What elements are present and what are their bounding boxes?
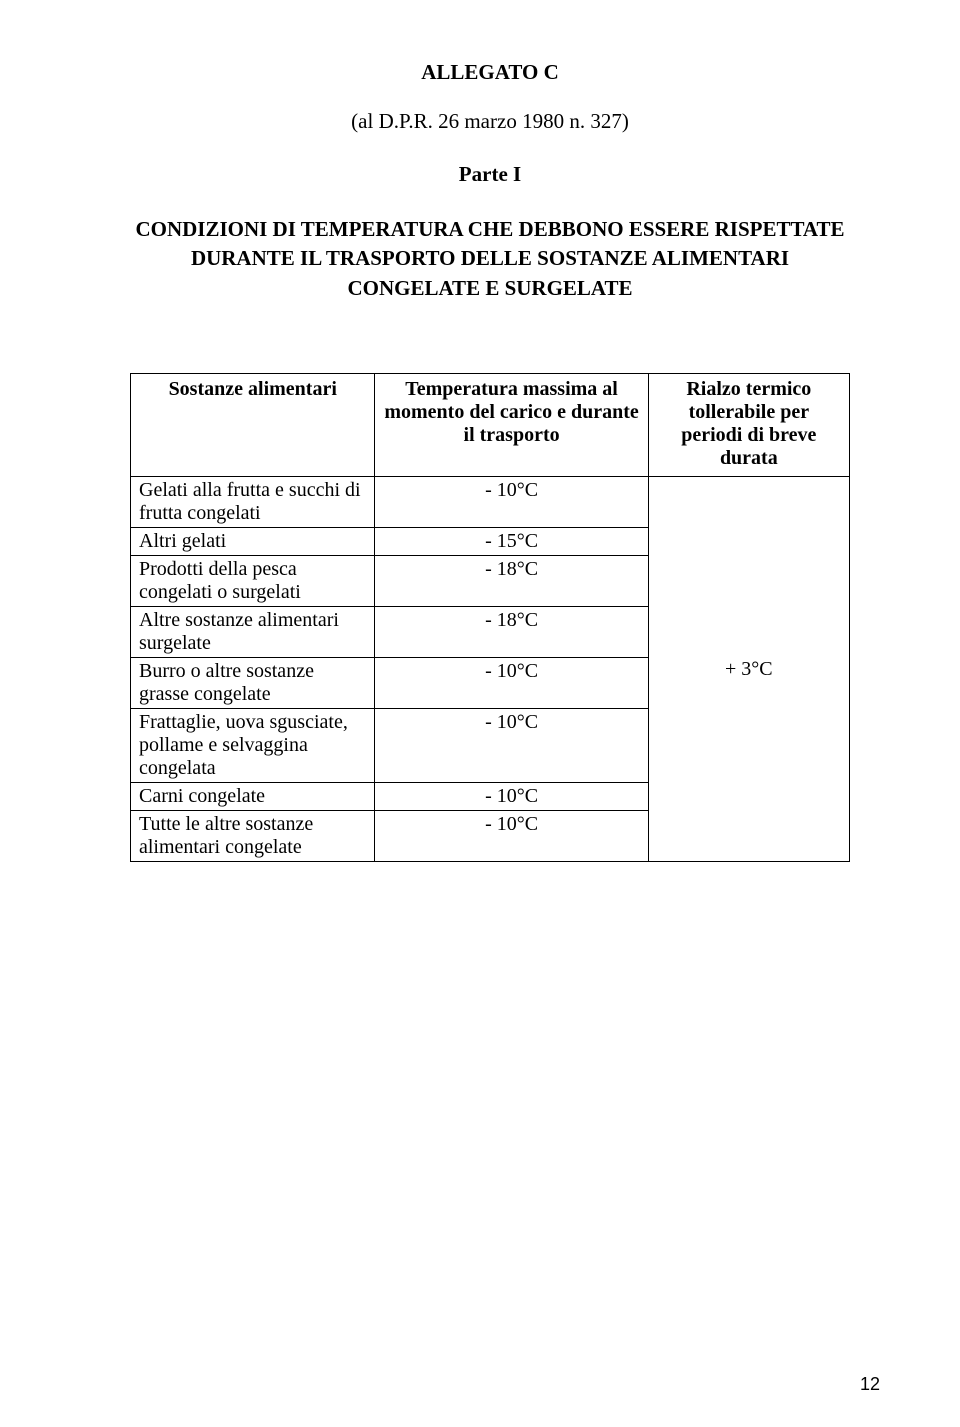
cell-c2: - 10°C bbox=[375, 709, 648, 783]
table-header-row: Sostanze alimentari Temperatura massima … bbox=[131, 374, 850, 477]
cell-c2: - 18°C bbox=[375, 607, 648, 658]
cell-c1: Gelati alla frutta e succhi di frutta co… bbox=[131, 477, 375, 528]
cell-c2: - 10°C bbox=[375, 811, 648, 862]
cell-c2: - 15°C bbox=[375, 528, 648, 556]
th-sostanze: Sostanze alimentari bbox=[131, 374, 375, 477]
doc-heading: CONDIZIONI DI TEMPERATURA CHE DEBBONO ES… bbox=[130, 215, 850, 303]
cell-c2: - 18°C bbox=[375, 556, 648, 607]
cell-c1: Frattaglie, uova sgusciate, pollame e se… bbox=[131, 709, 375, 783]
cell-c1: Burro o altre sostanze grasse congelate bbox=[131, 658, 375, 709]
cell-merge-c3: + 3°C bbox=[648, 477, 849, 862]
th-rialzo: Rialzo termico tollerabile per periodi d… bbox=[648, 374, 849, 477]
cell-c1: Tutte le altre sostanze alimentari conge… bbox=[131, 811, 375, 862]
page-number: 12 bbox=[860, 1374, 880, 1395]
doc-title: ALLEGATO C bbox=[130, 60, 850, 85]
cell-c2: - 10°C bbox=[375, 658, 648, 709]
temperature-table: Sostanze alimentari Temperatura massima … bbox=[130, 373, 850, 862]
cell-c2: - 10°C bbox=[375, 783, 648, 811]
cell-c1: Carni congelate bbox=[131, 783, 375, 811]
table-row: Gelati alla frutta e succhi di frutta co… bbox=[131, 477, 850, 528]
cell-c1: Altre sostanze alimentari surgelate bbox=[131, 607, 375, 658]
cell-c1: Altri gelati bbox=[131, 528, 375, 556]
th-temperatura: Temperatura massima al momento del caric… bbox=[375, 374, 648, 477]
doc-subtitle: (al D.P.R. 26 marzo 1980 n. 327) bbox=[130, 109, 850, 134]
page: ALLEGATO C (al D.P.R. 26 marzo 1980 n. 3… bbox=[0, 0, 960, 1427]
cell-c2: - 10°C bbox=[375, 477, 648, 528]
cell-c1: Prodotti della pesca congelati o surgela… bbox=[131, 556, 375, 607]
doc-part: Parte I bbox=[130, 162, 850, 187]
